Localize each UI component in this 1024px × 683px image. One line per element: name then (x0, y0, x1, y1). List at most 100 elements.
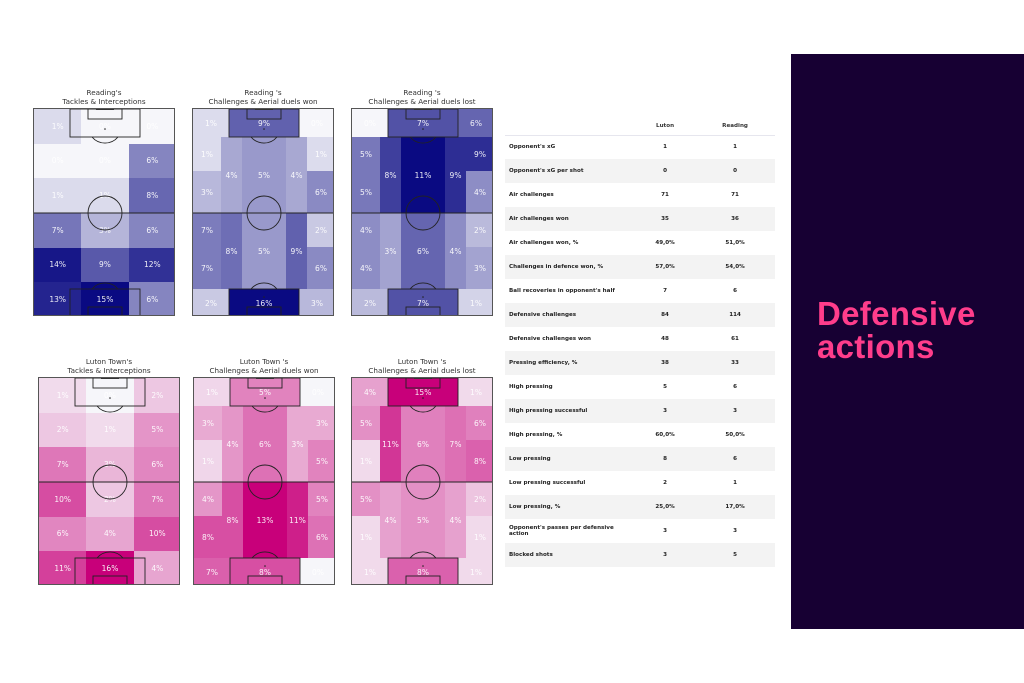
heatmap-cell: 0% (128, 109, 174, 144)
heatmap-cell: 4% (445, 213, 466, 289)
heatmap-cell: 10% (133, 516, 179, 552)
pitch-title: Luton Town's Tackles & Interceptions (38, 357, 180, 377)
reading-value: 17,0% (695, 495, 775, 519)
pitch-heatmap: 9% 1% 0% 1% 4% 5% 4% 1% 3% 6% 7% 8% 5% 9% 2% 7% 6% 2% 16% 3… (192, 108, 334, 316)
pitch-title: Luton Town 's Challenges & Aerial duels l… (351, 357, 493, 377)
table-row: Low pressing successful 2 1 (505, 471, 775, 495)
pitch-title: Reading 's Challenges & Aerial duels lost (351, 88, 493, 108)
heatmap-cell: 6% (458, 109, 492, 137)
heatmap-cell: 6% (401, 406, 445, 482)
heatmap-cell: 7% (34, 213, 82, 248)
pitch-heatmap: 5% 1% 0% 3% 4% 6% 3% 3% 1% 5% 4% 8% 13% 11% 5% 8% 6% 7% 8%… (193, 377, 335, 585)
reading-value: 1 (733, 144, 737, 151)
header-luton: Luton (635, 118, 696, 136)
title-line: Challenges & Aerial duels won (209, 366, 319, 375)
heatmap-cell: 9% (229, 109, 299, 137)
metric-label: Ball recoveries in opponent's half (509, 287, 615, 294)
luton-value: 8 (635, 447, 696, 471)
heatmap-cell: 1% (34, 109, 82, 144)
title-line: Luton Town 's (397, 357, 447, 366)
heatmap-cell: 1% (458, 378, 492, 406)
pitch-reading-tackles: Reading's Tackles & Interceptions 1% 0% 0% 0… (33, 88, 175, 316)
heatmap-cell: 3% (380, 213, 401, 289)
heatmap-cell: 4% (194, 482, 222, 516)
title-line: Challenges & Aerial duels lost (368, 97, 476, 106)
pitch-heatmap: 1% 0% 2% 2% 1% 5% 7% 3% 6% 10% 2% 7% 6% 4% 10% 11% 16% 4% (38, 377, 180, 585)
metric-label: Opponent's passes per defensive action (509, 524, 614, 538)
heatmap-cell: 4% (352, 378, 388, 406)
title-line: Reading 's (244, 88, 282, 97)
heatmap-cell: 7% (445, 406, 466, 482)
table-row: Blocked shots 3 5 (505, 543, 775, 567)
heatmap-cell: 9% (81, 247, 129, 283)
metric-label: Air challenges won, % (509, 239, 579, 246)
section-title-line2: actions (817, 328, 935, 365)
reading-value: 114 (695, 303, 775, 327)
metric-label: Low pressing successful (509, 479, 586, 486)
metric-label: Low pressing, % (505, 495, 635, 519)
heatmap-cell: 8% (388, 558, 458, 584)
title-line: Luton Town's (85, 357, 133, 366)
heatmap-cell: 11% (39, 551, 87, 584)
side-panel: Defensive actions (791, 54, 1024, 629)
table-body: Opponent's xG 1 1 Opponent's xG per shot 0 0 A… (505, 135, 775, 567)
reading-value: 51,0% (725, 240, 745, 246)
heatmap-cell: 8% (222, 482, 243, 558)
pitch-heatmap: 15% 4% 1% 5% 11% 6% 7% 6% 1% 8% 5% 4% 5% 4% 2% 1% 1% 1% 8%… (351, 377, 493, 585)
heatmap-cell: 0% (300, 378, 334, 406)
pitch-luton-duels-lost: Luton Town 's Challenges & Aerial duels l… (351, 357, 493, 585)
reading-value: 33 (695, 351, 775, 375)
heatmap-cell: 15% (81, 282, 129, 315)
luton-value: 2 (663, 480, 667, 486)
pitch-title: Luton Town 's Challenges & Aerial duels w… (193, 357, 335, 377)
heatmap-cell: 6% (128, 213, 174, 248)
metric-label: Defensive challenges (505, 303, 635, 327)
heatmap-cell: 1% (34, 178, 82, 213)
heatmap-cell: 2% (466, 482, 492, 516)
luton-value: 84 (635, 303, 696, 327)
heatmap-cell: 11% (380, 406, 401, 482)
table-row: Defensive challenges 84 114 (505, 303, 775, 327)
table-row: High pressing 5 6 (505, 375, 775, 399)
heatmap-cell: 3% (86, 447, 134, 482)
heatmap-cell: 6% (307, 247, 333, 289)
heatmap-cell: 6% (308, 516, 334, 558)
reading-value: 54,0% (695, 255, 775, 279)
heatmap-cell: 4% (352, 247, 380, 289)
luton-value: 3 (663, 528, 667, 534)
heatmap-cell: 3% (193, 171, 221, 213)
heatmap-cell: 13% (34, 282, 82, 315)
heatmap-cell: 5% (308, 482, 334, 516)
heatmap-cell: 2% (86, 482, 134, 517)
reading-value: 36 (695, 207, 775, 231)
heatmap-cell: 4% (466, 171, 492, 213)
heatmap-cell: 1% (194, 440, 222, 482)
heatmap-cell: 0% (81, 143, 129, 179)
heatmap-cell: 6% (307, 171, 333, 213)
title-line: Reading 's (403, 88, 441, 97)
heatmap-cell: 4% (222, 406, 243, 482)
metric-label: Low pressing (505, 447, 635, 471)
heatmap-cell: 0% (300, 558, 334, 584)
luton-value: 48 (661, 336, 669, 342)
heatmap-cell: 2% (133, 378, 179, 413)
heatmap-cell: 6% (39, 516, 87, 552)
luton-value: 71 (661, 192, 669, 198)
heatmap-cell: 3% (308, 406, 334, 440)
title-line: Tackles & Interceptions (67, 366, 151, 375)
heatmap-cell: 5% (352, 482, 380, 516)
reading-value: 61 (731, 336, 739, 342)
heatmap-cell: 5% (308, 440, 334, 482)
pitch-reading-duels-won: Reading 's Challenges & Aerial duels won … (192, 88, 334, 316)
heatmap-cell: 5% (352, 406, 380, 440)
metric-label: Defensive challenges won (509, 335, 592, 342)
heatmap-cell: 1% (81, 178, 129, 213)
table-header-row: Luton Reading (505, 118, 775, 136)
reading-value: 5 (695, 543, 775, 567)
heatmap-cell: 5% (230, 378, 300, 406)
table-row: Air challenges won, % 49,0% 51,0% (505, 231, 775, 255)
luton-value: 38 (635, 351, 696, 375)
heatmap-cell: 4% (133, 551, 179, 584)
heatmap-cell: 8% (380, 137, 401, 213)
pitch-luton-duels-won: Luton Town 's Challenges & Aerial duels w… (193, 357, 335, 585)
